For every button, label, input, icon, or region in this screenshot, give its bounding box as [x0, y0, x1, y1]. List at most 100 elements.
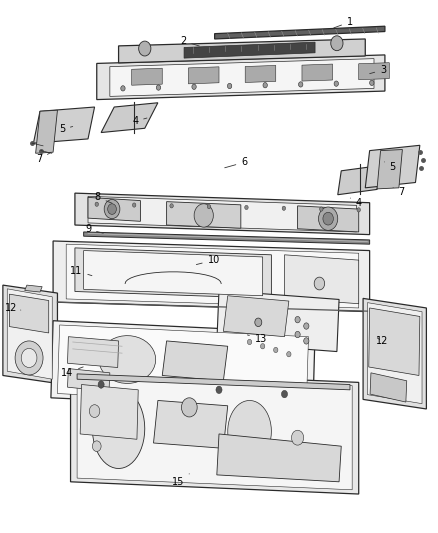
Circle shape — [357, 208, 360, 212]
Polygon shape — [77, 374, 350, 390]
Text: 14: 14 — [61, 367, 83, 378]
Polygon shape — [367, 303, 422, 403]
Circle shape — [192, 84, 196, 90]
Text: 10: 10 — [196, 255, 220, 265]
Polygon shape — [285, 255, 359, 304]
Text: 8: 8 — [95, 192, 112, 203]
Circle shape — [227, 83, 232, 88]
Polygon shape — [188, 67, 219, 84]
Circle shape — [216, 386, 222, 393]
Text: 11: 11 — [70, 266, 92, 276]
Text: 4: 4 — [350, 198, 362, 208]
Text: 6: 6 — [225, 157, 247, 168]
Circle shape — [139, 41, 151, 56]
Polygon shape — [88, 196, 357, 232]
Text: 5: 5 — [59, 124, 73, 134]
Text: 12: 12 — [5, 303, 21, 313]
Polygon shape — [166, 201, 241, 228]
Polygon shape — [84, 232, 370, 244]
Polygon shape — [75, 193, 370, 235]
Polygon shape — [101, 103, 158, 133]
Polygon shape — [369, 308, 420, 375]
Circle shape — [247, 340, 252, 345]
Circle shape — [295, 317, 300, 323]
Circle shape — [21, 349, 37, 368]
Polygon shape — [370, 373, 407, 402]
Polygon shape — [53, 241, 370, 312]
Circle shape — [132, 203, 136, 207]
Polygon shape — [338, 165, 381, 195]
Polygon shape — [162, 341, 228, 381]
Text: 7: 7 — [393, 187, 405, 197]
Polygon shape — [297, 206, 359, 232]
Polygon shape — [67, 337, 119, 368]
Circle shape — [108, 204, 117, 214]
Polygon shape — [245, 66, 276, 83]
Circle shape — [299, 82, 303, 87]
Circle shape — [181, 398, 197, 417]
Text: 7: 7 — [36, 152, 51, 164]
Text: 13: 13 — [247, 334, 267, 344]
Circle shape — [194, 204, 213, 227]
Circle shape — [104, 199, 120, 219]
Circle shape — [320, 207, 323, 211]
Circle shape — [170, 204, 173, 208]
Polygon shape — [110, 59, 374, 96]
Circle shape — [295, 332, 300, 338]
Polygon shape — [217, 434, 341, 482]
Polygon shape — [215, 26, 385, 39]
Polygon shape — [97, 55, 385, 100]
Polygon shape — [84, 251, 263, 296]
Polygon shape — [51, 321, 315, 410]
Polygon shape — [67, 368, 110, 391]
Polygon shape — [88, 197, 141, 221]
Polygon shape — [80, 384, 138, 439]
Circle shape — [304, 323, 309, 329]
Polygon shape — [184, 42, 315, 58]
Circle shape — [121, 86, 125, 91]
Circle shape — [331, 36, 343, 51]
Polygon shape — [35, 110, 57, 154]
Circle shape — [282, 206, 286, 211]
Circle shape — [282, 390, 288, 398]
Circle shape — [98, 381, 104, 388]
Polygon shape — [77, 374, 352, 490]
Circle shape — [263, 83, 267, 88]
Polygon shape — [10, 294, 49, 333]
Polygon shape — [153, 400, 228, 448]
Circle shape — [314, 277, 325, 290]
Polygon shape — [363, 298, 426, 409]
Circle shape — [274, 348, 278, 353]
Text: 5: 5 — [385, 161, 396, 172]
Polygon shape — [99, 336, 155, 383]
Polygon shape — [25, 285, 42, 292]
Polygon shape — [66, 244, 359, 308]
Text: 1: 1 — [334, 17, 353, 28]
Text: 3: 3 — [370, 65, 386, 75]
Circle shape — [370, 80, 374, 85]
Circle shape — [323, 212, 333, 225]
Circle shape — [304, 338, 309, 344]
Circle shape — [89, 405, 100, 417]
Polygon shape — [302, 64, 332, 81]
Polygon shape — [228, 400, 272, 462]
Circle shape — [156, 85, 161, 90]
Circle shape — [334, 81, 339, 86]
Circle shape — [245, 205, 248, 209]
Polygon shape — [223, 296, 289, 337]
Polygon shape — [3, 285, 57, 383]
Polygon shape — [75, 248, 272, 298]
Polygon shape — [217, 290, 339, 352]
Circle shape — [207, 205, 211, 209]
Circle shape — [255, 318, 262, 327]
Circle shape — [15, 341, 43, 375]
Polygon shape — [359, 63, 389, 80]
Circle shape — [95, 202, 99, 206]
Circle shape — [318, 207, 338, 230]
Circle shape — [291, 430, 304, 445]
Polygon shape — [365, 146, 420, 188]
Polygon shape — [7, 289, 52, 379]
Text: 12: 12 — [376, 336, 388, 346]
Text: 9: 9 — [85, 224, 103, 235]
Text: 4: 4 — [132, 116, 147, 126]
